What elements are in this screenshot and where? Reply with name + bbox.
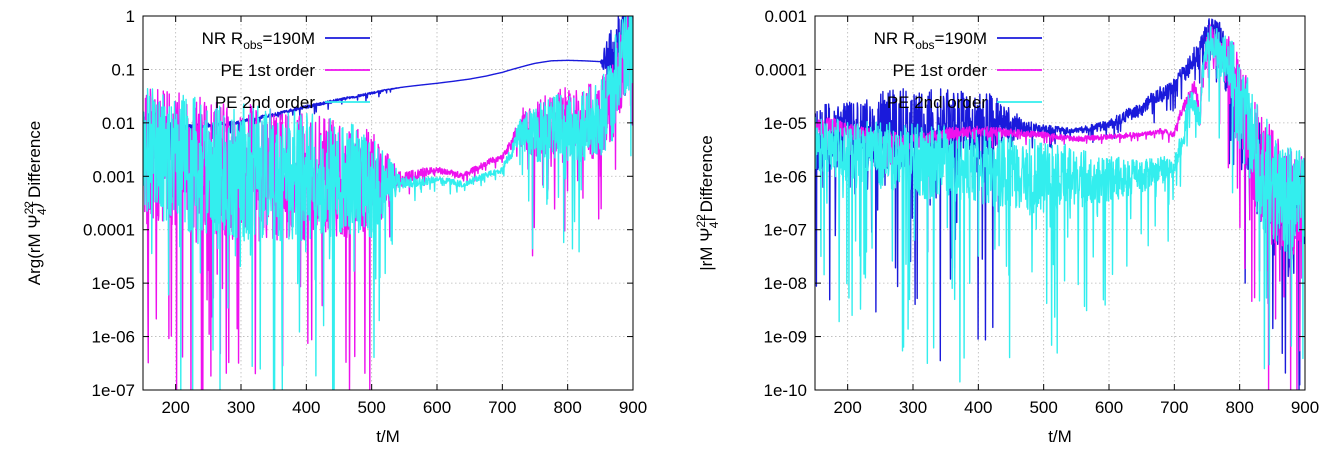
x-tick-label: 500: [1029, 398, 1057, 417]
x-tick-label: 500: [357, 398, 385, 417]
x-tick-label: 600: [423, 398, 451, 417]
series-lines: [143, 16, 633, 390]
legend-label-rest: =190M: [263, 29, 315, 48]
y-tick-label: 0.0001: [83, 221, 135, 240]
left-chart-panel: 200 300 400 500 600 700 800 900 1e-07 1e-06 1e-05 0…: [22, 7, 647, 446]
x-tick-label: 300: [227, 398, 255, 417]
x-tick-label: 300: [899, 398, 927, 417]
legend: NR Robs=190M PE 1st order PE 2nd order: [874, 29, 1042, 112]
plot-frame: [814, 15, 1306, 391]
y-tick-label: 0.01: [102, 114, 135, 133]
legend-label-sub: obs: [915, 38, 934, 52]
legend-label: PE 2nd order: [887, 93, 988, 112]
y-tick-label: 0.001: [764, 7, 807, 26]
series-lines: [815, 18, 1305, 390]
y-tick-label: 1e-09: [764, 328, 807, 347]
legend-label: NR Robs=190M: [874, 29, 987, 52]
y-axis-title-sub: 4: [35, 208, 49, 215]
y-tick-label: 1e-07: [764, 221, 807, 240]
y-tick-label: 0.1: [111, 60, 135, 79]
y-tick-label: 1: [126, 7, 135, 26]
x-tick-label: 700: [488, 398, 516, 417]
legend-label-rest: =190M: [935, 29, 987, 48]
y-tick-label: 1e-05: [764, 114, 807, 133]
y-axis-title-sub: 4: [707, 221, 721, 228]
plot-frame: [142, 15, 634, 391]
x-tick-label: 400: [964, 398, 992, 417]
y-axis-title-sup: 22: [694, 214, 708, 228]
legend-label: PE 1st order: [893, 61, 988, 80]
x-axis-title: t/M: [1048, 427, 1072, 446]
y-axis-title: Arg(rM Ψ224) Difference: [22, 121, 49, 285]
y-tick-label: 1e-05: [92, 274, 135, 293]
y-tick-label: 1e-06: [764, 167, 807, 186]
legend-label-sub: obs: [243, 38, 262, 52]
x-tick-label: 800: [553, 398, 581, 417]
x-tick-label: 400: [292, 398, 320, 417]
legend-label: PE 1st order: [221, 61, 316, 80]
x-tick-label: 600: [1095, 398, 1123, 417]
x-tick-label: 200: [161, 398, 189, 417]
x-tick-label: 900: [619, 398, 647, 417]
legend: NR Robs=190M PE 1st order PE 2nd order: [202, 29, 370, 112]
y-tick-label: 1e-08: [764, 274, 807, 293]
series-line: [815, 25, 1305, 383]
y-tick-label: 1e-10: [764, 381, 807, 400]
legend-label-main: NR R: [202, 29, 244, 48]
legend-label-main: NR R: [874, 29, 916, 48]
legend-label: PE 2nd order: [215, 93, 316, 112]
x-tick-label: 800: [1225, 398, 1253, 417]
x-tick-label: 700: [1160, 398, 1188, 417]
legend-label: NR Robs=190M: [202, 29, 315, 52]
x-axis-title: t/M: [376, 427, 400, 446]
y-axis-title: |rM Ψ224| Difference: [694, 135, 721, 271]
y-axis-title-rest: ) Difference: [25, 121, 44, 209]
y-axis-title-main: |rM Ψ: [697, 228, 716, 271]
y-tick-label: 1e-06: [92, 328, 135, 347]
y-tick-label: 1e-07: [92, 381, 135, 400]
y-tick-label: 0.0001: [755, 60, 807, 79]
y-tick-label: 0.001: [92, 167, 135, 186]
x-tick-label: 900: [1291, 398, 1319, 417]
series-line: [143, 16, 633, 390]
x-tick-label: 200: [833, 398, 861, 417]
right-chart-panel: 200 300 400 500 600 700 800 900 1e-10 1e-09 1e-08 1…: [694, 7, 1319, 446]
y-axis-title-sup: 22: [22, 201, 36, 215]
y-axis-title-rest: | Difference: [697, 135, 716, 221]
y-axis-title-main: Arg(rM Ψ: [25, 214, 44, 285]
